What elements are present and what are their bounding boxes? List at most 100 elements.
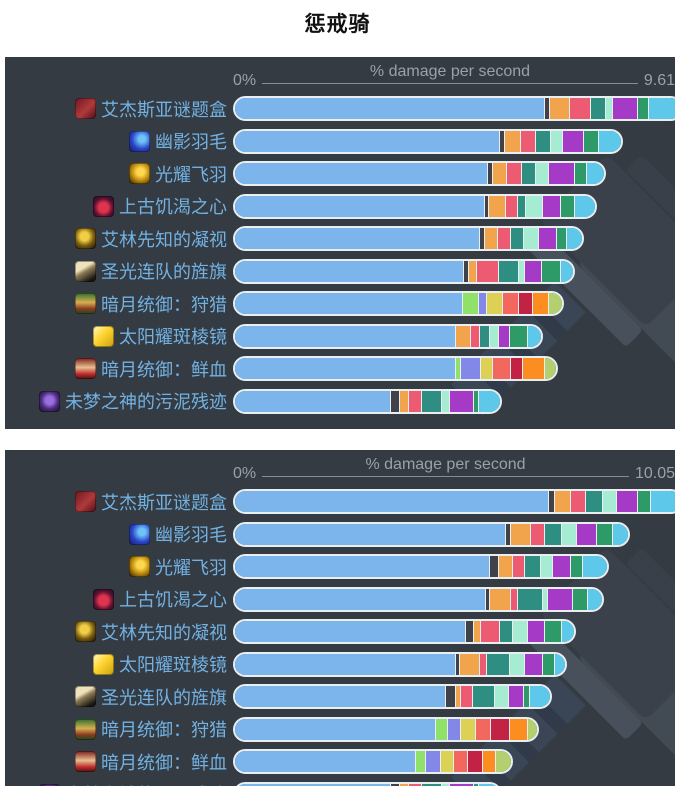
ancient-heart-icon (93, 195, 114, 217)
segment-peri (460, 358, 480, 379)
dps-stacked-bar (233, 489, 675, 514)
segment-yellow (486, 293, 502, 314)
segment-sky (598, 130, 621, 152)
segment-blue (235, 491, 548, 512)
dps-stacked-bar (233, 356, 558, 381)
trinket-label-cell: 太阳耀斑棱镜 (5, 325, 227, 348)
segment-purple (547, 588, 572, 610)
segment-purple (508, 686, 523, 707)
sun-prism-icon (93, 325, 114, 347)
dps-stacked-bar (233, 161, 606, 186)
trinket-label: 光耀飞羽 (155, 164, 227, 185)
sludge-icon (39, 390, 60, 412)
segment-sky (650, 491, 675, 512)
segment-purple (616, 491, 637, 512)
dps-stacked-bar (233, 554, 609, 579)
trinket-label: 幽影羽毛 (155, 525, 227, 545)
axis-header: 0% % damage per second 10.05 (233, 456, 675, 482)
trinket-label-cell: 幽影羽毛 (5, 130, 227, 153)
seer-eye-icon (75, 228, 96, 249)
segment-dark (487, 163, 492, 184)
axis-line: % damage per second (262, 456, 629, 477)
trinket-label-cell: 暗月统御：狩猎 (5, 292, 227, 315)
segment-dark (445, 686, 455, 707)
trinket-label: 圣光连队的旌旗 (101, 262, 227, 282)
segment-orange (459, 653, 479, 675)
trinket-label-cell: 艾林先知的凝视 (5, 227, 227, 250)
segment-mint (441, 783, 449, 786)
segment-sky (478, 390, 500, 412)
segment-peri (478, 293, 486, 314)
segment-green (509, 325, 527, 347)
segment-dark (390, 390, 399, 412)
sun-prism-icon (93, 653, 114, 675)
segment-teal (421, 783, 441, 786)
darkmoon-card-red-icon (75, 358, 96, 379)
segment-green (574, 163, 586, 184)
segment-blue (235, 130, 499, 152)
chart-1: 0% % damage per second 9.61 艾杰斯亚谜题盒 幽影羽毛光… (5, 57, 675, 429)
trinket-row: 艾杰斯亚谜题盒 (5, 489, 675, 514)
segment-mint (602, 491, 616, 512)
segment-orange (455, 686, 460, 707)
trinket-row: 幽影羽毛 (5, 521, 675, 547)
segment-purple (612, 98, 637, 119)
trinket-label: 幽影羽毛 (155, 132, 227, 152)
segment-pink (506, 163, 521, 184)
dps-stacked-bar (233, 716, 539, 742)
ancient-heart-icon (93, 588, 114, 610)
segment-green (572, 588, 587, 610)
segment-green (637, 98, 648, 119)
segment-purple (449, 390, 473, 412)
segment-blue (235, 163, 487, 184)
segment-dark (463, 260, 468, 282)
segment-sky (586, 163, 604, 184)
trinket-label-cell: 圣光连队的旌旗 (5, 260, 227, 283)
dps-stacked-bar (233, 96, 675, 121)
segment-orange (488, 195, 505, 217)
segment-lgreen (455, 358, 460, 379)
segment-teal (517, 195, 525, 217)
segment-mint (550, 130, 562, 152)
segment-yellow (460, 718, 475, 740)
segment-orange2 (509, 718, 527, 740)
segment-green (583, 130, 598, 152)
trinket-label-cell: 暗月统御：狩猎 (5, 718, 227, 741)
trinket-label-cell: 艾林先知的凝视 (5, 620, 227, 643)
trinket-label: 上古饥渴之心 (119, 197, 227, 217)
axis-line: % damage per second (262, 63, 638, 84)
segment-mint (523, 228, 538, 249)
segment-pink (520, 130, 535, 152)
segment-orange (504, 130, 520, 152)
segment-blue (235, 653, 455, 675)
trinket-row: 圣光连队的旌旗 (5, 684, 675, 709)
segment-salmon (492, 358, 510, 379)
trinket-label-cell: 艾杰斯亚谜题盒 (5, 490, 227, 513)
trinket-row: 幽影羽毛 (5, 128, 675, 154)
segment-blue (235, 523, 505, 545)
segment-peri (425, 751, 440, 772)
segment-orange (554, 491, 570, 512)
segment-blue (235, 621, 465, 642)
dps-stacked-bar (233, 388, 502, 414)
banner-icon (75, 260, 96, 282)
segment-pink (479, 653, 486, 675)
trinket-label-cell: 艾杰斯亚谜题盒 (5, 97, 227, 120)
segment-mint (605, 98, 612, 119)
puzzle-box-icon (75, 98, 96, 119)
segment-sky (574, 195, 595, 217)
dps-stacked-bar (233, 619, 576, 644)
segment-teal (517, 588, 542, 610)
segment-blue (235, 783, 390, 786)
segment-mint (542, 588, 547, 610)
segment-dark (548, 491, 554, 512)
trinket-label-cell: 圣光连队的旌旗 (5, 685, 227, 708)
segment-pink (505, 195, 517, 217)
dps-stacked-bar (233, 258, 575, 284)
segment-mint (489, 325, 498, 347)
segment-mint (494, 686, 508, 707)
segment-dark (455, 653, 459, 675)
segment-mint (525, 195, 542, 217)
axis-min-label: 0% (233, 72, 257, 89)
trinket-row: 艾林先知的凝视 (5, 226, 675, 251)
